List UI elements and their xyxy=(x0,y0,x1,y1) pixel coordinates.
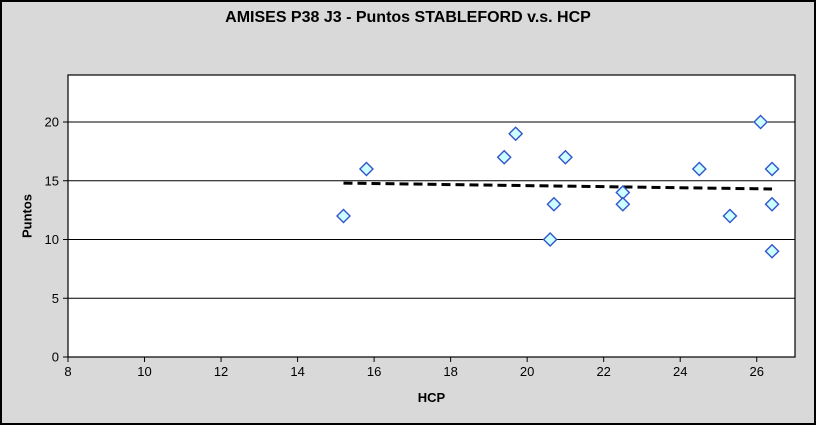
x-tick-label: 20 xyxy=(520,364,534,379)
x-tick-label: 12 xyxy=(214,364,228,379)
chart-title: AMISES P38 J3 - Puntos STABLEFORD v.s. H… xyxy=(225,9,591,26)
y-tick-label: 0 xyxy=(52,350,59,365)
x-tick-label: 18 xyxy=(443,364,457,379)
y-tick-label: 15 xyxy=(45,173,59,188)
y-axis-title: Puntos xyxy=(19,193,35,239)
data-point xyxy=(358,161,374,177)
y-tick-label: 5 xyxy=(52,291,59,306)
x-tick-label: 22 xyxy=(596,364,610,379)
x-tick-label: 10 xyxy=(137,364,151,379)
y-tick-label: 10 xyxy=(45,232,59,247)
x-tick-label: 24 xyxy=(673,364,687,379)
data-point xyxy=(764,161,780,177)
data-point xyxy=(542,232,558,247)
data-point xyxy=(496,149,512,165)
x-tick-label: 8 xyxy=(64,364,71,379)
trendline xyxy=(343,181,773,191)
data-point xyxy=(615,196,631,212)
data-point xyxy=(508,126,524,142)
x-axis-title: HCP xyxy=(417,390,446,405)
x-tick-label: 26 xyxy=(750,364,764,379)
data-point xyxy=(546,196,562,212)
data-point xyxy=(764,196,780,212)
x-tick-label: 14 xyxy=(290,364,304,379)
data-point xyxy=(335,208,351,224)
data-point xyxy=(557,149,573,165)
data-point xyxy=(722,208,738,224)
plot-background xyxy=(67,74,796,358)
data-point xyxy=(691,161,707,177)
data-point xyxy=(753,114,769,130)
data-point xyxy=(615,185,631,200)
data-point xyxy=(764,243,780,259)
x-tick-label: 16 xyxy=(367,364,381,379)
y-tick-label: 20 xyxy=(45,115,59,130)
